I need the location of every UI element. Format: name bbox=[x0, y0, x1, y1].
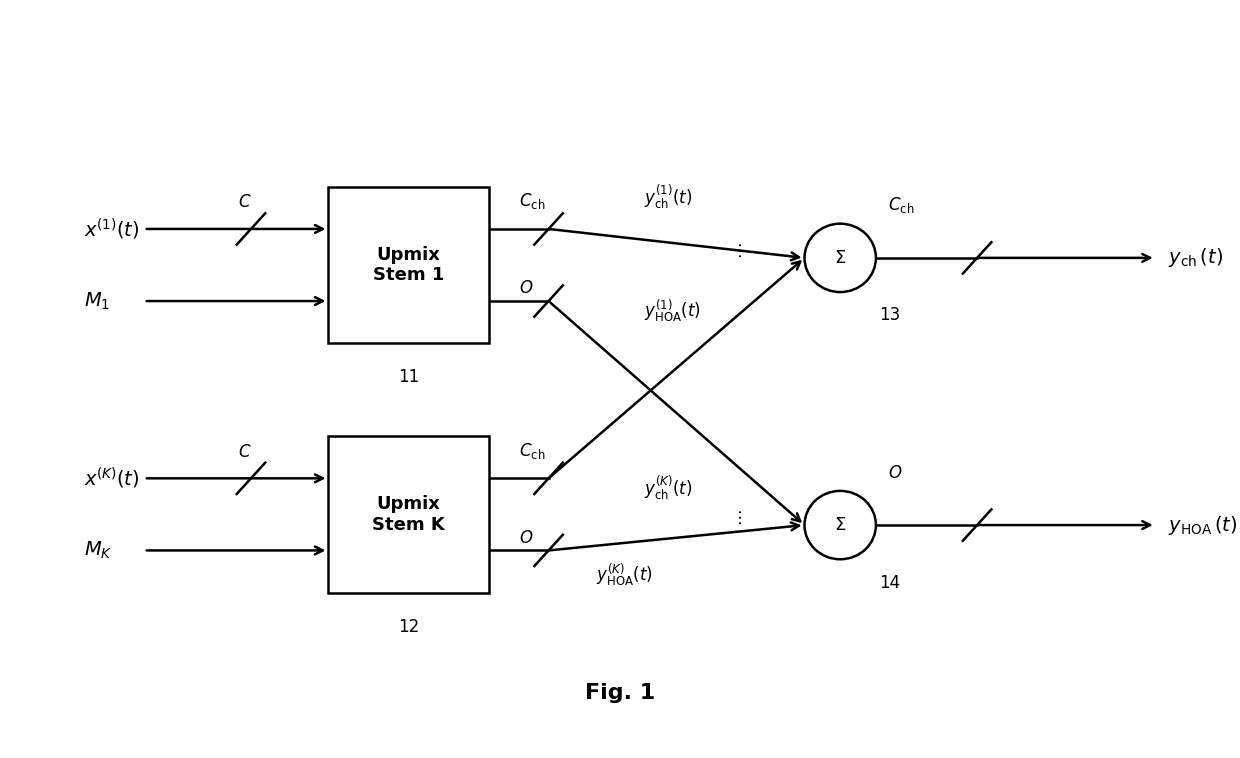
Text: $C_{\rm ch}$: $C_{\rm ch}$ bbox=[888, 195, 914, 215]
Text: Fig. 1: Fig. 1 bbox=[585, 682, 655, 703]
Text: $\Sigma$: $\Sigma$ bbox=[835, 249, 847, 267]
Text: $\mathit{y}_{\rm HOA}^{(1)}\mathit{(t)}$: $\mathit{y}_{\rm HOA}^{(1)}\mathit{(t)}$ bbox=[644, 297, 701, 324]
Bar bbox=[329, 186, 489, 343]
Text: 12: 12 bbox=[398, 618, 419, 636]
Text: Upmix
Stem 1: Upmix Stem 1 bbox=[373, 246, 444, 284]
Text: $\mathbf{\mathit{x}}^{(K)}\mathbf{\mathit{(t)}}$: $\mathbf{\mathit{x}}^{(K)}\mathbf{\mathi… bbox=[84, 465, 140, 491]
Text: $\mathit{M}_1$: $\mathit{M}_1$ bbox=[84, 290, 110, 312]
Text: $C_{\rm ch}$: $C_{\rm ch}$ bbox=[518, 440, 546, 461]
Text: $\cdots$: $\cdots$ bbox=[730, 243, 748, 259]
Text: $O$: $O$ bbox=[888, 465, 903, 482]
Text: $\mathit{y}_{\rm ch}\,(t)$: $\mathit{y}_{\rm ch}\,(t)$ bbox=[1168, 246, 1223, 269]
Text: 13: 13 bbox=[879, 306, 900, 324]
Text: 11: 11 bbox=[398, 368, 419, 387]
Text: $O$: $O$ bbox=[518, 280, 533, 297]
Text: $\mathbf{\mathit{x}}^{(1)}\mathbf{\mathit{(t)}}$: $\mathbf{\mathit{x}}^{(1)}\mathbf{\mathi… bbox=[84, 216, 140, 242]
Text: $\cdots$: $\cdots$ bbox=[730, 509, 748, 526]
Text: $O$: $O$ bbox=[518, 529, 533, 547]
Text: $\mathit{C}$: $\mathit{C}$ bbox=[238, 193, 252, 211]
Text: $\mathit{y}_{\rm ch}^{(K)}\mathit{(t)}$: $\mathit{y}_{\rm ch}^{(K)}\mathit{(t)}$ bbox=[644, 475, 692, 503]
Text: $\mathit{C}$: $\mathit{C}$ bbox=[238, 443, 252, 461]
Text: $\mathit{y}_{\rm HOA}\,(t)$: $\mathit{y}_{\rm HOA}\,(t)$ bbox=[1168, 514, 1236, 537]
Text: $\mathit{y}_{\rm HOA}^{(K)}\mathit{(t)}$: $\mathit{y}_{\rm HOA}^{(K)}\mathit{(t)}$ bbox=[596, 561, 653, 588]
Text: 14: 14 bbox=[879, 574, 900, 591]
Text: $\mathit{M}_K$: $\mathit{M}_K$ bbox=[84, 540, 113, 561]
Text: Upmix
Stem K: Upmix Stem K bbox=[372, 495, 445, 534]
Text: $\Sigma$: $\Sigma$ bbox=[835, 516, 847, 534]
Text: $\mathit{y}_{\rm ch}^{(1)}\mathit{(t)}$: $\mathit{y}_{\rm ch}^{(1)}\mathit{(t)}$ bbox=[644, 183, 692, 211]
Ellipse shape bbox=[805, 224, 875, 292]
Text: $C_{\rm ch}$: $C_{\rm ch}$ bbox=[518, 191, 546, 211]
Ellipse shape bbox=[805, 491, 875, 559]
Bar bbox=[329, 436, 489, 593]
